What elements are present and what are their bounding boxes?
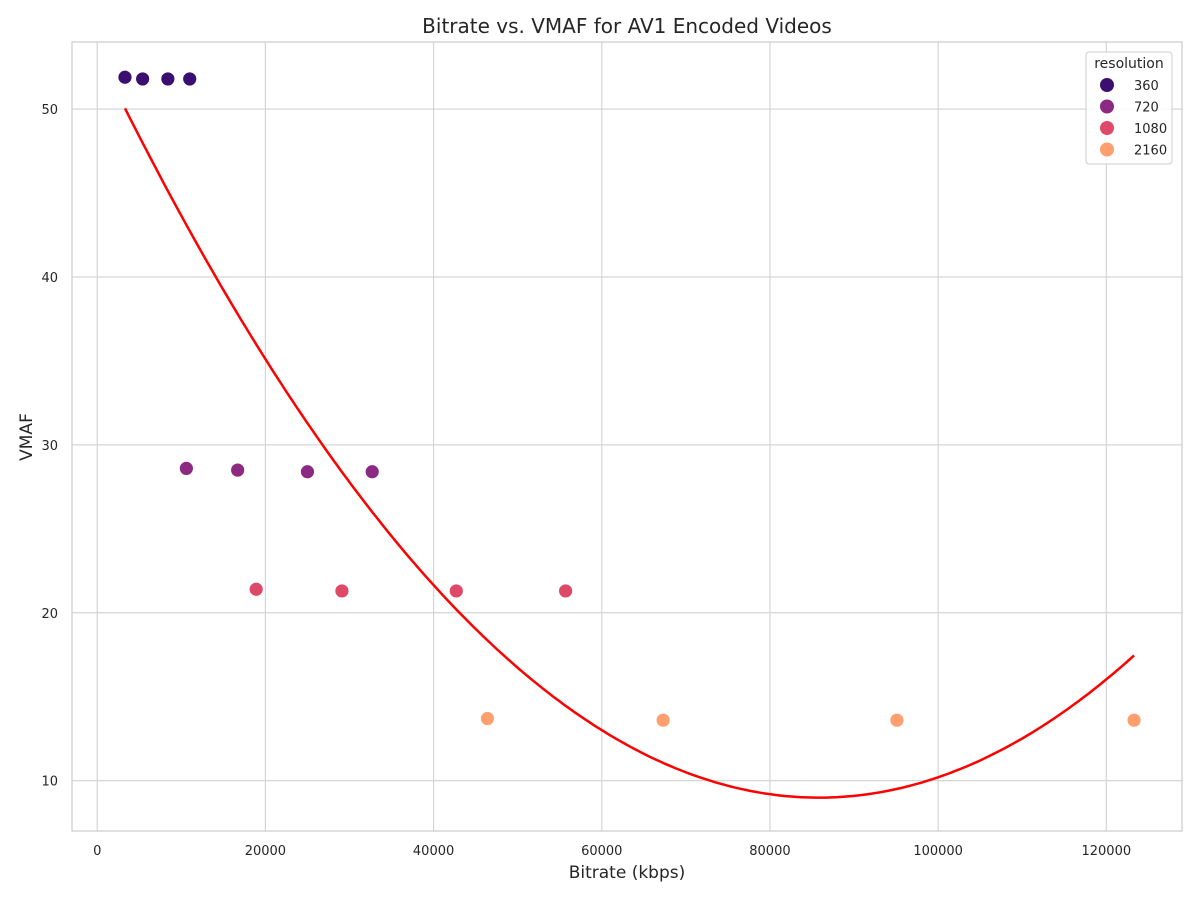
- data-points: [117, 69, 1142, 728]
- legend-marker-2160: [1100, 142, 1114, 157]
- legend-title: resolution: [1094, 56, 1164, 72]
- data-point-360: [117, 69, 133, 85]
- y-tick-label: 30: [41, 439, 58, 454]
- data-point-2160: [889, 712, 905, 728]
- y-tick-label: 40: [41, 271, 58, 286]
- data-point-2160: [655, 712, 671, 728]
- x-tick-label: 40000: [413, 844, 454, 859]
- data-point-1080: [558, 583, 574, 599]
- x-tick-label: 60000: [581, 844, 622, 859]
- x-tick-label: 100000: [913, 844, 963, 859]
- legend-marker-720: [1100, 99, 1114, 114]
- data-point-360: [135, 71, 151, 87]
- chart-title: Bitrate vs. VMAF for AV1 Encoded Videos: [422, 14, 832, 38]
- data-point-360: [182, 71, 198, 87]
- x-axis-title: Bitrate (kbps): [569, 863, 686, 883]
- y-tick-labels: 10 20 30 40 50: [41, 103, 58, 789]
- data-point-2160: [1126, 712, 1142, 728]
- data-point-1080: [334, 583, 350, 599]
- fit-curve-layer: [123, 107, 1135, 799]
- legend-label-360: 360: [1134, 79, 1159, 94]
- y-tick-label: 10: [41, 775, 58, 790]
- data-point-720: [178, 460, 194, 476]
- y-axis-title: VMAF: [17, 413, 37, 461]
- fit-curve: [123, 107, 1135, 799]
- data-point-720: [300, 464, 315, 480]
- legend-label-2160: 2160: [1134, 144, 1167, 159]
- data-point-1080: [248, 581, 264, 597]
- data-point-720: [230, 462, 246, 478]
- legend-marker-360: [1100, 78, 1114, 92]
- data-point-2160: [480, 711, 495, 726]
- plot-area-frame: [71, 41, 1183, 832]
- data-point-720: [364, 464, 380, 480]
- legend: resolution 360 720 1080 2160: [1085, 51, 1173, 165]
- x-tick-label: 120000: [1081, 844, 1131, 859]
- x-tick-labels: 0 20000 40000 60000 80000 100000 120000: [93, 844, 1131, 859]
- data-point-1080: [448, 583, 464, 599]
- legend-marker-1080: [1100, 121, 1114, 135]
- data-point-360: [160, 71, 176, 87]
- x-tick-label: 0: [93, 844, 101, 859]
- grid-lines: [72, 42, 1182, 831]
- legend-label-1080: 1080: [1134, 122, 1167, 137]
- y-tick-label: 20: [41, 607, 58, 622]
- x-tick-label: 80000: [749, 844, 790, 859]
- x-tick-label: 20000: [245, 844, 286, 859]
- legend-label-720: 720: [1134, 101, 1159, 116]
- y-tick-label: 50: [41, 103, 58, 118]
